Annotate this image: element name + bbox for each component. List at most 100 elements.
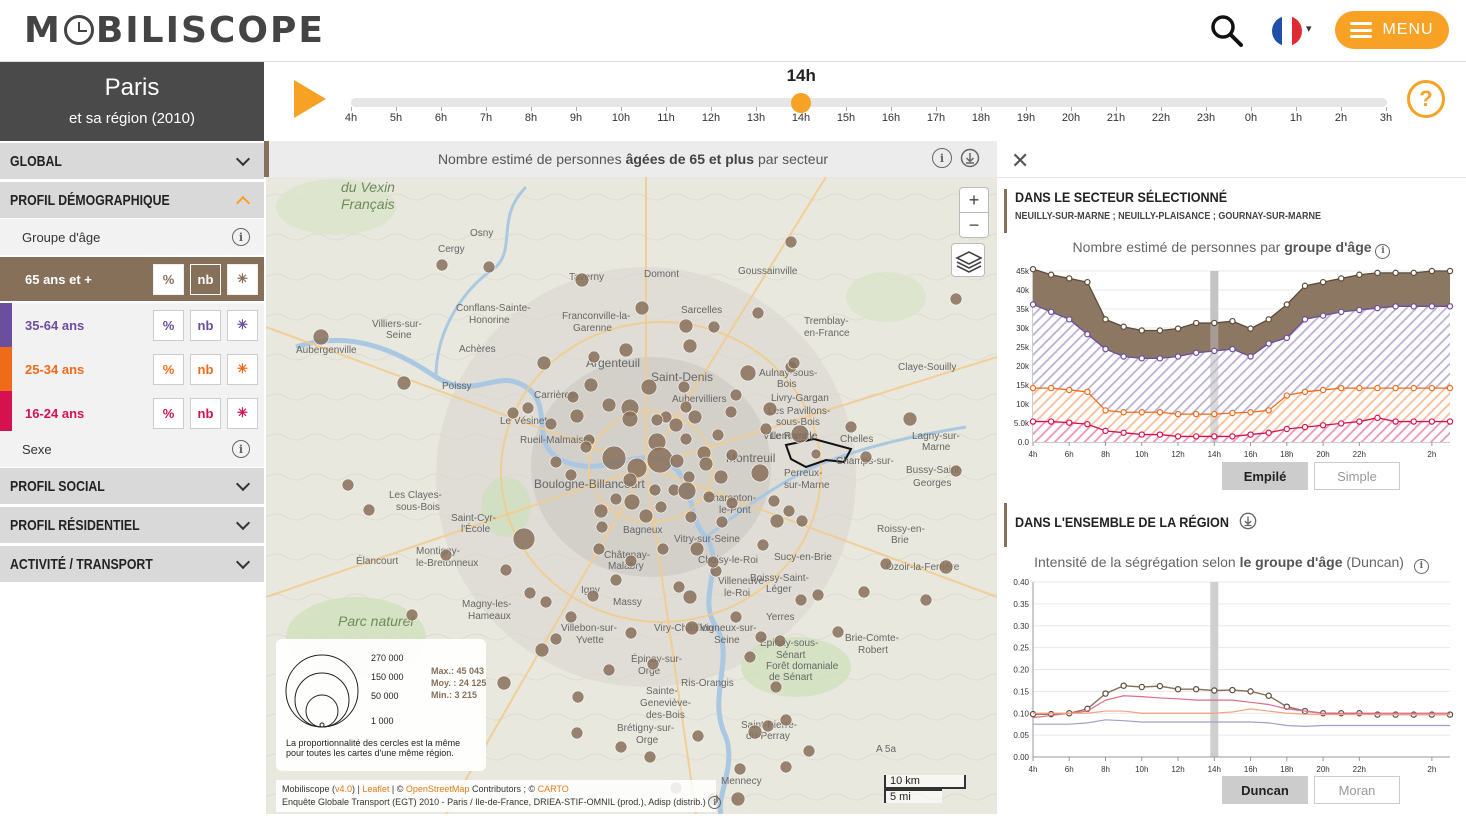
- sector-circle[interactable]: [795, 514, 809, 528]
- sector-circle[interactable]: [593, 503, 609, 519]
- sector-circle[interactable]: [621, 410, 639, 428]
- sector-circle[interactable]: [564, 610, 578, 624]
- moran-button[interactable]: Moran: [1314, 776, 1400, 804]
- sector-circle[interactable]: [725, 496, 739, 510]
- sector-circle[interactable]: [679, 432, 693, 446]
- section-profil-social[interactable]: PROFIL SOCIAL: [0, 468, 264, 504]
- sector-circle[interactable]: [790, 424, 810, 444]
- data-point[interactable]: [1356, 306, 1363, 314]
- data-point[interactable]: [1120, 429, 1127, 436]
- data-point[interactable]: [1174, 685, 1182, 693]
- data-point[interactable]: [1410, 418, 1417, 425]
- data-point[interactable]: [1229, 409, 1236, 417]
- zoom-out-button[interactable]: −: [959, 212, 989, 238]
- data-point[interactable]: [1410, 384, 1417, 392]
- sector-circle[interactable]: [396, 375, 412, 391]
- sector-circle[interactable]: [902, 411, 918, 427]
- data-point[interactable]: [1102, 690, 1109, 697]
- sector-circle[interactable]: [523, 586, 537, 600]
- sector-circle[interactable]: [539, 595, 553, 609]
- attrib-leaflet-link[interactable]: Leaflet: [362, 784, 390, 794]
- sector-circle[interactable]: [725, 448, 739, 462]
- data-point[interactable]: [1156, 431, 1164, 438]
- sector-circle[interactable]: [569, 408, 585, 424]
- sector-circle[interactable]: [769, 513, 785, 529]
- data-point[interactable]: [1211, 687, 1218, 694]
- hour-label[interactable]: 12h: [701, 112, 721, 124]
- sector-circle[interactable]: [729, 610, 743, 624]
- sector-circle[interactable]: [784, 235, 798, 249]
- data-point[interactable]: [1374, 269, 1381, 277]
- sector-circle[interactable]: [583, 377, 599, 393]
- play-icon[interactable]: [294, 80, 326, 118]
- sector-circle[interactable]: [496, 675, 512, 691]
- timeline-track[interactable]: [351, 98, 1387, 107]
- sector-circle[interactable]: [779, 713, 793, 727]
- data-point[interactable]: [1428, 384, 1436, 392]
- map[interactable]: du VexinFrançaisOsnyCergyTavernyDomontGo…: [266, 177, 997, 814]
- data-point[interactable]: [1410, 303, 1417, 310]
- data-point[interactable]: [1392, 303, 1399, 310]
- data-point[interactable]: [1102, 407, 1109, 414]
- sector-circle[interactable]: [656, 542, 670, 556]
- data-point[interactable]: [1338, 308, 1345, 316]
- data-point[interactable]: [1066, 316, 1073, 323]
- sector-circle[interactable]: [312, 328, 330, 346]
- percent-option-button[interactable]: %: [153, 263, 184, 295]
- percent-option-button[interactable]: %: [153, 397, 184, 429]
- data-point[interactable]: [1392, 269, 1399, 277]
- sector-circle[interactable]: [512, 527, 536, 551]
- sector-circle[interactable]: [640, 378, 658, 396]
- sector-circle[interactable]: [405, 608, 419, 622]
- download-icon[interactable]: [960, 148, 980, 168]
- data-point[interactable]: [1156, 409, 1164, 416]
- info-icon[interactable]: i: [232, 440, 250, 458]
- hour-label[interactable]: 0h: [1244, 112, 1258, 124]
- section-profil-residentiel[interactable]: PROFIL RÉSIDENTIEL: [0, 507, 264, 543]
- sector-circle[interactable]: [687, 409, 703, 425]
- data-point[interactable]: [1138, 683, 1145, 691]
- sector-circle[interactable]: [623, 493, 641, 511]
- data-point[interactable]: [1338, 275, 1345, 282]
- sector-circle[interactable]: [601, 445, 627, 471]
- hour-label[interactable]: 1h: [1289, 112, 1303, 124]
- sector-circle[interactable]: [691, 729, 705, 743]
- data-point[interactable]: [1247, 325, 1254, 332]
- data-point[interactable]: [1211, 319, 1218, 327]
- sector-circle[interactable]: [587, 350, 601, 364]
- data-point[interactable]: [1265, 340, 1272, 347]
- timeline-handle[interactable]: [791, 93, 812, 113]
- hour-label[interactable]: 2h: [1334, 112, 1348, 124]
- sector-circle[interactable]: [638, 508, 654, 524]
- hour-label[interactable]: 21h: [1106, 112, 1126, 124]
- hour-label[interactable]: 23h: [1196, 112, 1216, 124]
- sector-circle[interactable]: [767, 494, 781, 508]
- sector-circle[interactable]: [782, 504, 796, 518]
- sector-circle[interactable]: [773, 634, 787, 648]
- data-point[interactable]: [1283, 392, 1291, 399]
- sector-circle[interactable]: [499, 563, 513, 577]
- section-global[interactable]: GLOBAL: [0, 143, 264, 179]
- data-point[interactable]: [1247, 409, 1254, 416]
- data-point[interactable]: [1156, 327, 1164, 334]
- data-point[interactable]: [1047, 418, 1055, 425]
- sector-circle[interactable]: [341, 478, 355, 492]
- data-point[interactable]: [1084, 420, 1091, 428]
- indicator-sexe[interactable]: Sexe i: [0, 431, 264, 467]
- sector-circle[interactable]: [622, 472, 638, 488]
- sector-circle[interactable]: [536, 355, 552, 371]
- sector-circle[interactable]: [730, 791, 746, 807]
- sector-circle[interactable]: [682, 338, 698, 354]
- sector-circle[interactable]: [857, 585, 871, 599]
- hour-label[interactable]: 9h: [569, 112, 583, 124]
- sector-circle[interactable]: [769, 680, 783, 694]
- data-point[interactable]: [1029, 384, 1037, 392]
- data-point[interactable]: [1211, 410, 1218, 418]
- info-icon[interactable]: i: [232, 228, 250, 246]
- data-point[interactable]: [1301, 388, 1309, 396]
- sector-circle[interactable]: [646, 657, 660, 671]
- mobiliscope-logo[interactable]: M BILISCOPE: [24, 10, 325, 51]
- sector-circle[interactable]: [668, 417, 684, 433]
- hour-label[interactable]: 17h: [926, 112, 946, 124]
- age-group-stacked-chart[interactable]: 0.0 5.0k 10k 15k 20k 25k 30k 35k 40k 45k 4h 6h 8h 10h…: [997, 261, 1466, 461]
